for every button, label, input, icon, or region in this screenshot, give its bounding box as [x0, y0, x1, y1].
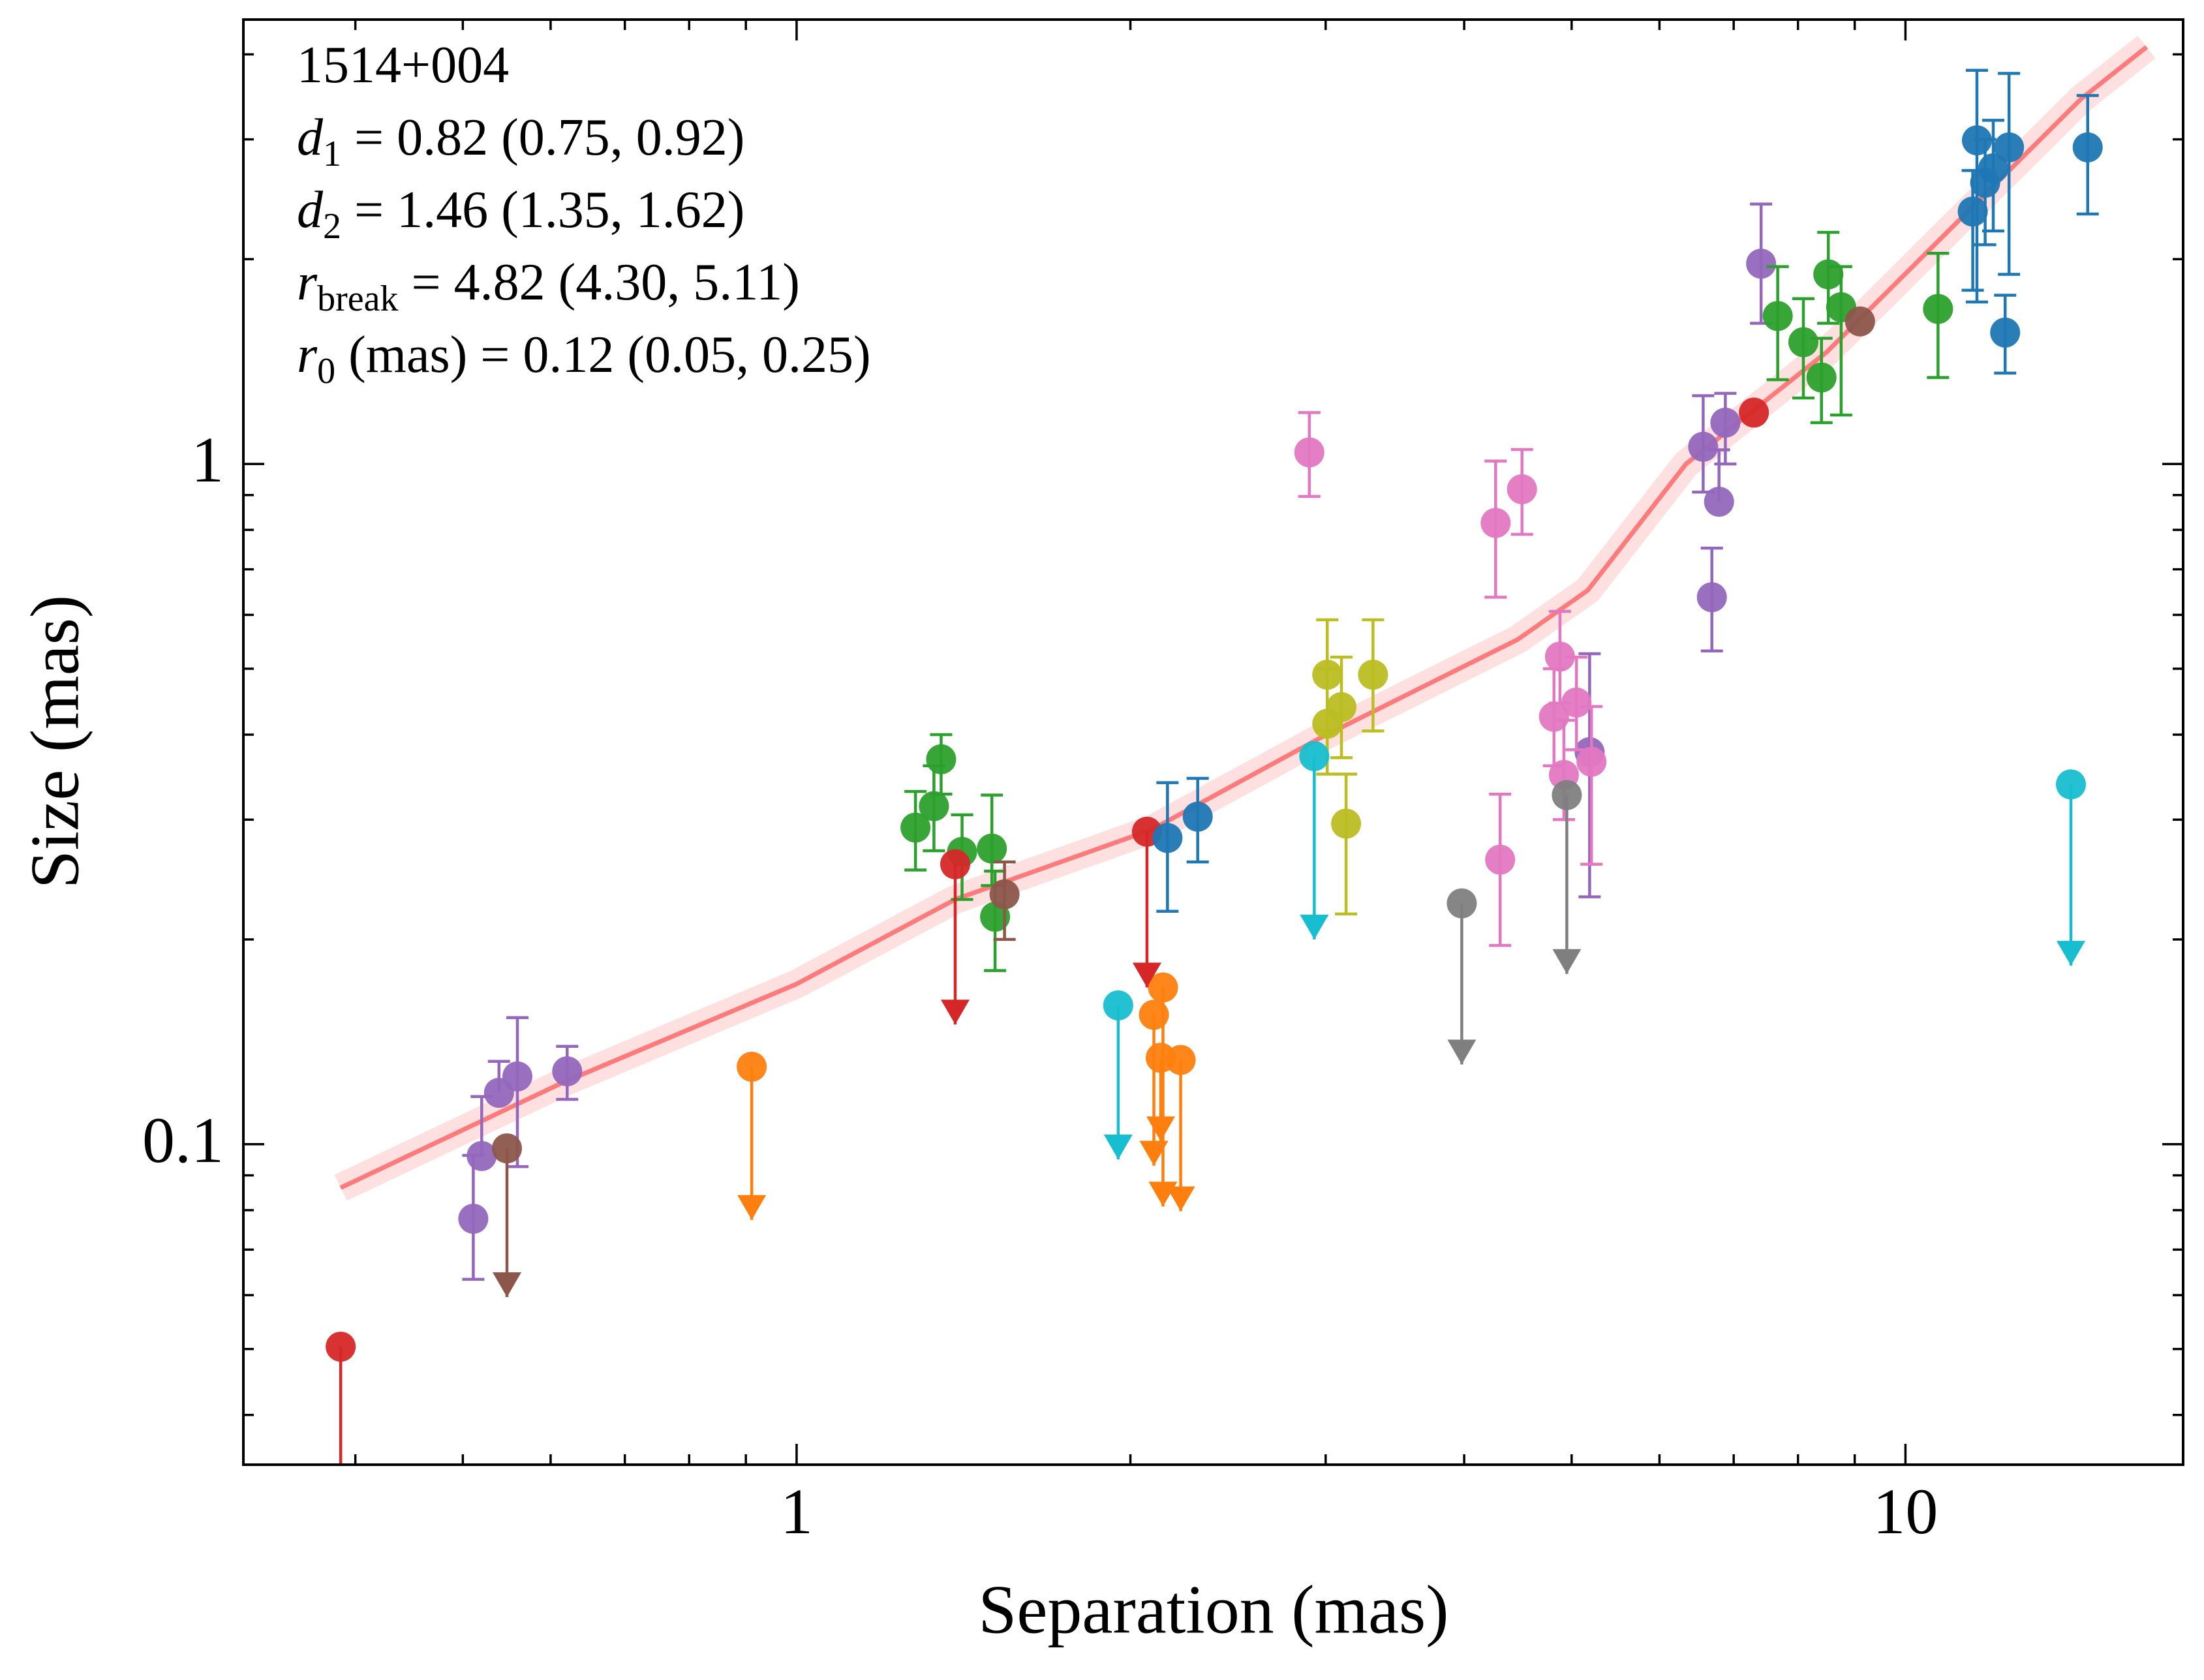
y-tick-label: 1	[191, 423, 224, 496]
data-point	[940, 849, 970, 879]
upper-limit-arrow	[1166, 1186, 1195, 1212]
data-point	[1844, 306, 1875, 337]
annotation-text: = 1.46 (1.35, 1.62)	[341, 181, 744, 239]
plot-area	[326, 35, 2156, 1500]
y-axis-label: Size (mas)	[16, 595, 93, 889]
data-point	[502, 1061, 532, 1092]
data-point	[1813, 259, 1844, 290]
annotation-text: = 0.82 (0.75, 0.92)	[341, 109, 744, 166]
annotation: d2 = 1.46 (1.35, 1.62)	[297, 181, 744, 247]
data-point	[1994, 132, 2025, 162]
data-point	[326, 1332, 356, 1362]
data-point	[467, 1140, 497, 1171]
data-point	[989, 879, 1020, 909]
x-tick-label: 1	[780, 1475, 813, 1548]
upper-limit-arrow	[737, 1195, 767, 1220]
data-point	[1299, 741, 1330, 771]
data-point	[1152, 823, 1183, 853]
annotation-symbol: d	[297, 109, 324, 166]
x-axis-label: Separation (mas)	[978, 1571, 1448, 1647]
annotation-subscript: 1	[323, 134, 341, 174]
data-point	[1139, 1000, 1169, 1030]
data-point	[1762, 301, 1793, 331]
upper-limit-arrow	[1300, 914, 1329, 939]
data-point	[1148, 972, 1178, 1003]
data-point	[1957, 196, 1988, 227]
annotation-subscript: 2	[323, 206, 341, 247]
annotation: rbreak = 4.82 (4.30, 5.11)	[297, 254, 800, 319]
data-point	[980, 902, 1011, 932]
annotation-text: = 4.82 (4.30, 5.11)	[399, 254, 800, 311]
data-point	[458, 1204, 489, 1234]
annotation: r0 (mas) = 0.12 (0.05, 0.25)	[297, 326, 871, 391]
data-point	[1923, 294, 1953, 324]
upper-limit-arrow	[1447, 1039, 1477, 1065]
upper-limit-arrow	[1132, 962, 1161, 988]
data-point	[1739, 397, 1769, 428]
data-point	[1358, 660, 1388, 690]
data-point	[2072, 132, 2103, 162]
x-tick-label: 10	[1873, 1475, 1938, 1548]
data-point	[1576, 746, 1607, 777]
data-point	[552, 1056, 583, 1087]
data-point	[492, 1133, 523, 1164]
data-point	[2056, 769, 2087, 800]
data-point	[1696, 582, 1727, 613]
data-point	[1165, 1045, 1196, 1075]
annotation-symbol: d	[297, 181, 324, 239]
annotation-symbol: r	[297, 254, 318, 311]
data-point	[1561, 687, 1592, 718]
data-point	[1480, 508, 1511, 538]
data-point	[1978, 153, 2008, 183]
data-point	[1704, 486, 1734, 517]
data-point	[926, 744, 957, 774]
data-point	[1544, 641, 1575, 672]
upper-limit-arrow	[940, 1000, 970, 1025]
upper-limit-arrow	[493, 1272, 522, 1298]
annotation-text: (mas) = 0.12 (0.05, 0.25)	[335, 326, 871, 384]
upper-limit-arrow	[1103, 1135, 1133, 1160]
data-point	[1688, 431, 1719, 462]
data-point	[1446, 888, 1477, 919]
data-point	[1990, 317, 2021, 348]
upper-limit-arrow	[1139, 1140, 1169, 1166]
data-point	[900, 812, 931, 843]
data-point	[1710, 407, 1741, 438]
data-point	[1746, 249, 1777, 279]
upper-limit-arrow	[1552, 949, 1582, 974]
data-point	[1507, 474, 1537, 504]
data-point	[1806, 362, 1837, 393]
data-point	[1485, 844, 1516, 875]
data-point	[1294, 437, 1324, 468]
annotation: 1514+004	[297, 37, 509, 94]
data-point	[1538, 701, 1569, 732]
data-point	[737, 1051, 767, 1082]
y-tick-label: 0.1	[142, 1104, 224, 1176]
annotation-symbol: r	[297, 326, 318, 384]
plot-frame	[242, 18, 2184, 1466]
data-point	[1182, 801, 1213, 832]
data-point	[1331, 808, 1362, 839]
data-point	[1788, 327, 1818, 358]
data-point	[919, 791, 949, 821]
annotation-text: 1514+004	[297, 37, 509, 94]
data-point	[1326, 692, 1356, 722]
data-point	[1552, 780, 1582, 810]
data-point	[977, 833, 1007, 864]
annotation-subscript: 0	[317, 351, 335, 391]
annotation: d1 = 0.82 (0.75, 0.92)	[297, 109, 744, 174]
upper-limit-arrow	[1146, 1116, 1176, 1142]
upper-limit-arrow	[326, 1475, 355, 1500]
annotation-subscript: break	[317, 279, 398, 319]
upper-limit-arrow	[2057, 941, 2086, 966]
data-point	[1103, 990, 1133, 1020]
